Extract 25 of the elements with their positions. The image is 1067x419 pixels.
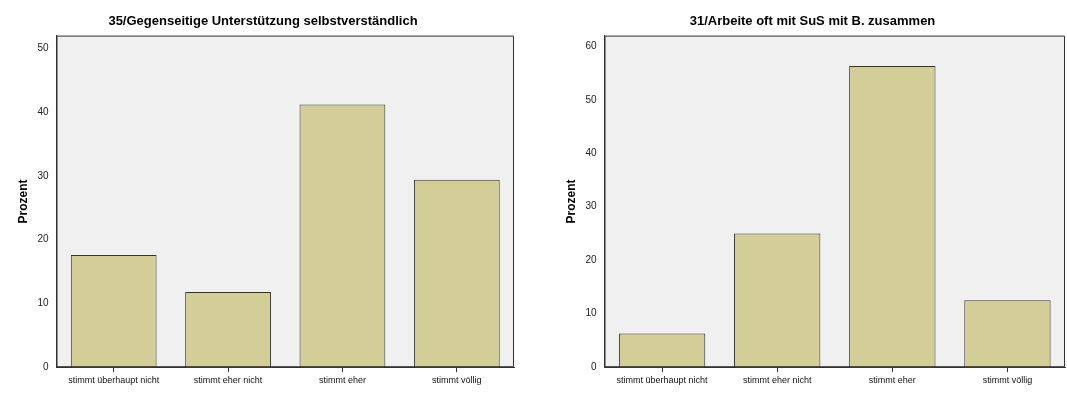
y-tick-label: 0: [590, 360, 597, 372]
chart-title: 35/Gegenseitige Unterstützung selbstverständlich: [108, 13, 418, 29]
x-tick-label: stimmt eher nicht: [742, 375, 812, 386]
x-tick-label: stimmt völlig: [982, 375, 1033, 386]
y-tick-label: 20: [585, 253, 597, 265]
y-tick-label: 30: [37, 169, 49, 181]
y-tick-label: 60: [585, 40, 597, 52]
x-tick-label: stimmt eher: [868, 375, 916, 386]
x-tick-label: stimmt eher: [318, 375, 366, 386]
y-tick-label: 0: [42, 360, 49, 372]
x-tick-label: stimmt überhaupt nicht: [68, 375, 160, 386]
y-tick-label: 30: [585, 200, 597, 212]
y-tick-label: 20: [37, 233, 49, 245]
y-tick-label: 10: [37, 297, 49, 309]
y-axis-title: Prozent: [15, 179, 30, 224]
x-tick-label: stimmt überhaupt nicht: [616, 375, 709, 386]
y-tick-label: 50: [585, 93, 597, 105]
x-tick-label: stimmt völlig: [432, 375, 482, 386]
x-tick-label: stimmt eher nicht: [193, 375, 263, 386]
y-axis-title: Prozent: [563, 179, 578, 224]
y-tick-label: 40: [585, 147, 597, 159]
y-tick-label: 50: [37, 42, 49, 54]
y-tick-label: 10: [585, 307, 597, 319]
chart-title: 31/Arbeite oft mit SuS mit B. zusammen: [689, 13, 936, 29]
y-tick-label: 40: [37, 105, 49, 117]
